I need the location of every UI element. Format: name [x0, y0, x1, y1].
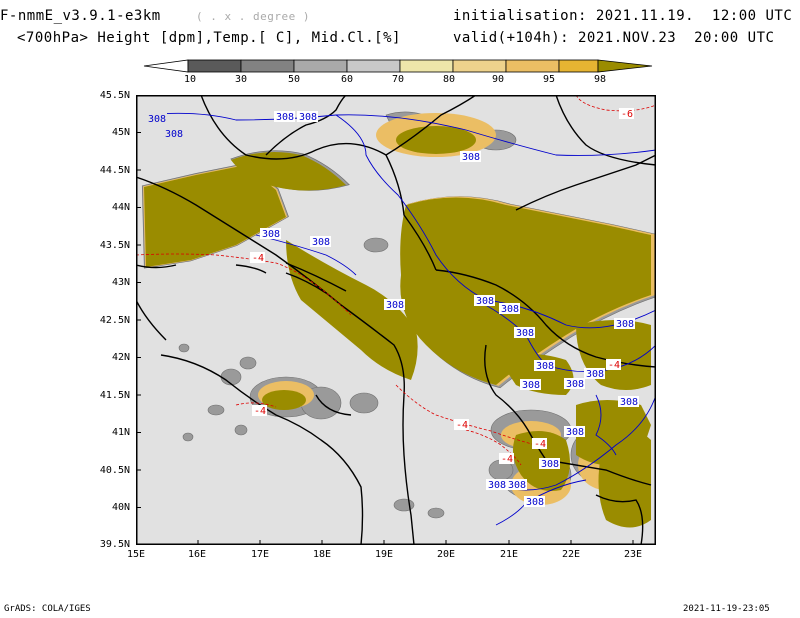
height-label: 308 — [620, 397, 638, 408]
colorbar-box-3 — [293, 59, 348, 73]
colorbar-label: 10 — [183, 74, 197, 85]
height-label: 308 — [526, 497, 544, 508]
colorbar-box-1 — [187, 59, 242, 73]
weather-map: 308 308 308 308 308 308 308 308 308 308 … — [136, 95, 656, 545]
temp-label: -4 — [456, 420, 468, 431]
height-label: 308 — [522, 380, 540, 391]
lat-label: 45.5N — [99, 90, 130, 101]
temp-label: -6 — [621, 109, 633, 120]
height-label: 308 — [148, 114, 166, 125]
lat-label: 44N — [111, 202, 130, 213]
lat-label: 39.5N — [99, 539, 130, 550]
height-label: 308 — [536, 361, 554, 372]
height-label: 308 — [262, 229, 280, 240]
temp-label: -4 — [608, 360, 620, 371]
lat-label: 43.5N — [99, 240, 130, 251]
height-label: 308 — [165, 129, 183, 140]
height-label: 308 — [276, 112, 294, 123]
colorbar-box-5 — [399, 59, 454, 73]
lat-label: 44.5N — [99, 165, 130, 176]
footer-credit: GrADS: COLA/IGES — [4, 604, 91, 614]
height-label: 308 — [462, 152, 480, 163]
lat-label: 45N — [111, 127, 130, 138]
footer-timestamp: 2021-11-19-23:05 — [683, 604, 770, 614]
colorbar-box-6 — [452, 59, 507, 73]
lon-label: 22E — [561, 549, 581, 560]
lon-label: 16E — [187, 549, 207, 560]
lat-label: 43N — [111, 277, 130, 288]
colorbar-label: 60 — [340, 74, 354, 85]
temp-label: -4 — [501, 454, 513, 465]
height-label: 308 — [299, 112, 317, 123]
lat-label: 41.5N — [99, 390, 130, 401]
lon-label: 23E — [623, 549, 643, 560]
colorbar-box-8 — [558, 59, 599, 73]
height-label: 308 — [312, 237, 330, 248]
lon-label: 19E — [374, 549, 394, 560]
resolution-label: ( . x . degree ) — [196, 10, 310, 23]
axis-ticks — [136, 132, 634, 545]
height-label: 308 — [541, 459, 559, 470]
lon-label: 15E — [126, 549, 146, 560]
init-time: initialisation: 2021.11.19. 12:00 UTC — [453, 8, 793, 24]
model-title: F-nmmE_v3.9.1-e3km — [0, 8, 161, 24]
colorbar-label: 30 — [234, 74, 248, 85]
colorbar-box-4 — [346, 59, 401, 73]
lon-label: 20E — [436, 549, 456, 560]
lat-label: 42.5N — [99, 315, 130, 326]
lat-label: 42N — [111, 352, 130, 363]
colorbar-label: 95 — [542, 74, 556, 85]
lat-label: 41N — [111, 427, 130, 438]
height-label: 308 — [476, 296, 494, 307]
colorbar-box-2 — [240, 59, 295, 73]
colorbar-boxes — [143, 59, 653, 73]
height-label: 308 — [501, 304, 519, 315]
temp-label: -4 — [252, 253, 264, 264]
colorbar-label: 98 — [593, 74, 607, 85]
height-label: 308 — [566, 427, 584, 438]
height-label: 308 — [566, 379, 584, 390]
height-labels: 308 308 308 308 308 308 308 308 308 308 … — [146, 111, 639, 508]
colorbar-label: 70 — [391, 74, 405, 85]
lon-label: 17E — [250, 549, 270, 560]
coastlines-borders — [136, 95, 656, 545]
lat-label: 40N — [111, 502, 130, 513]
colorbar-label: 90 — [491, 74, 505, 85]
valid-time: valid(+104h): 2021.NOV.23 20:00 UTC — [453, 30, 775, 46]
temp-label: -4 — [254, 406, 266, 417]
field-description: <700hPa> Height [dpm],Temp.[ C], Mid.Cl.… — [17, 30, 401, 46]
height-label: 308 — [508, 480, 526, 491]
height-label: 308 — [488, 480, 506, 491]
colorbar-left-arrow — [143, 59, 189, 73]
colorbar-label: 80 — [442, 74, 456, 85]
height-label: 308 — [586, 369, 604, 380]
colorbar-right-arrow — [597, 59, 653, 73]
height-contours — [145, 112, 656, 526]
lat-label: 40.5N — [99, 465, 130, 476]
colorbar-box-7 — [505, 59, 560, 73]
temp-labels: -4 -4 -4 -4 -4 -4 -6 — [250, 108, 634, 465]
lon-label: 21E — [499, 549, 519, 560]
temp-label: -4 — [534, 439, 546, 450]
height-label: 308 — [386, 300, 404, 311]
height-label: 308 — [516, 328, 534, 339]
height-label: 308 — [616, 319, 634, 330]
lon-label: 18E — [312, 549, 332, 560]
colorbar-label: 50 — [287, 74, 301, 85]
